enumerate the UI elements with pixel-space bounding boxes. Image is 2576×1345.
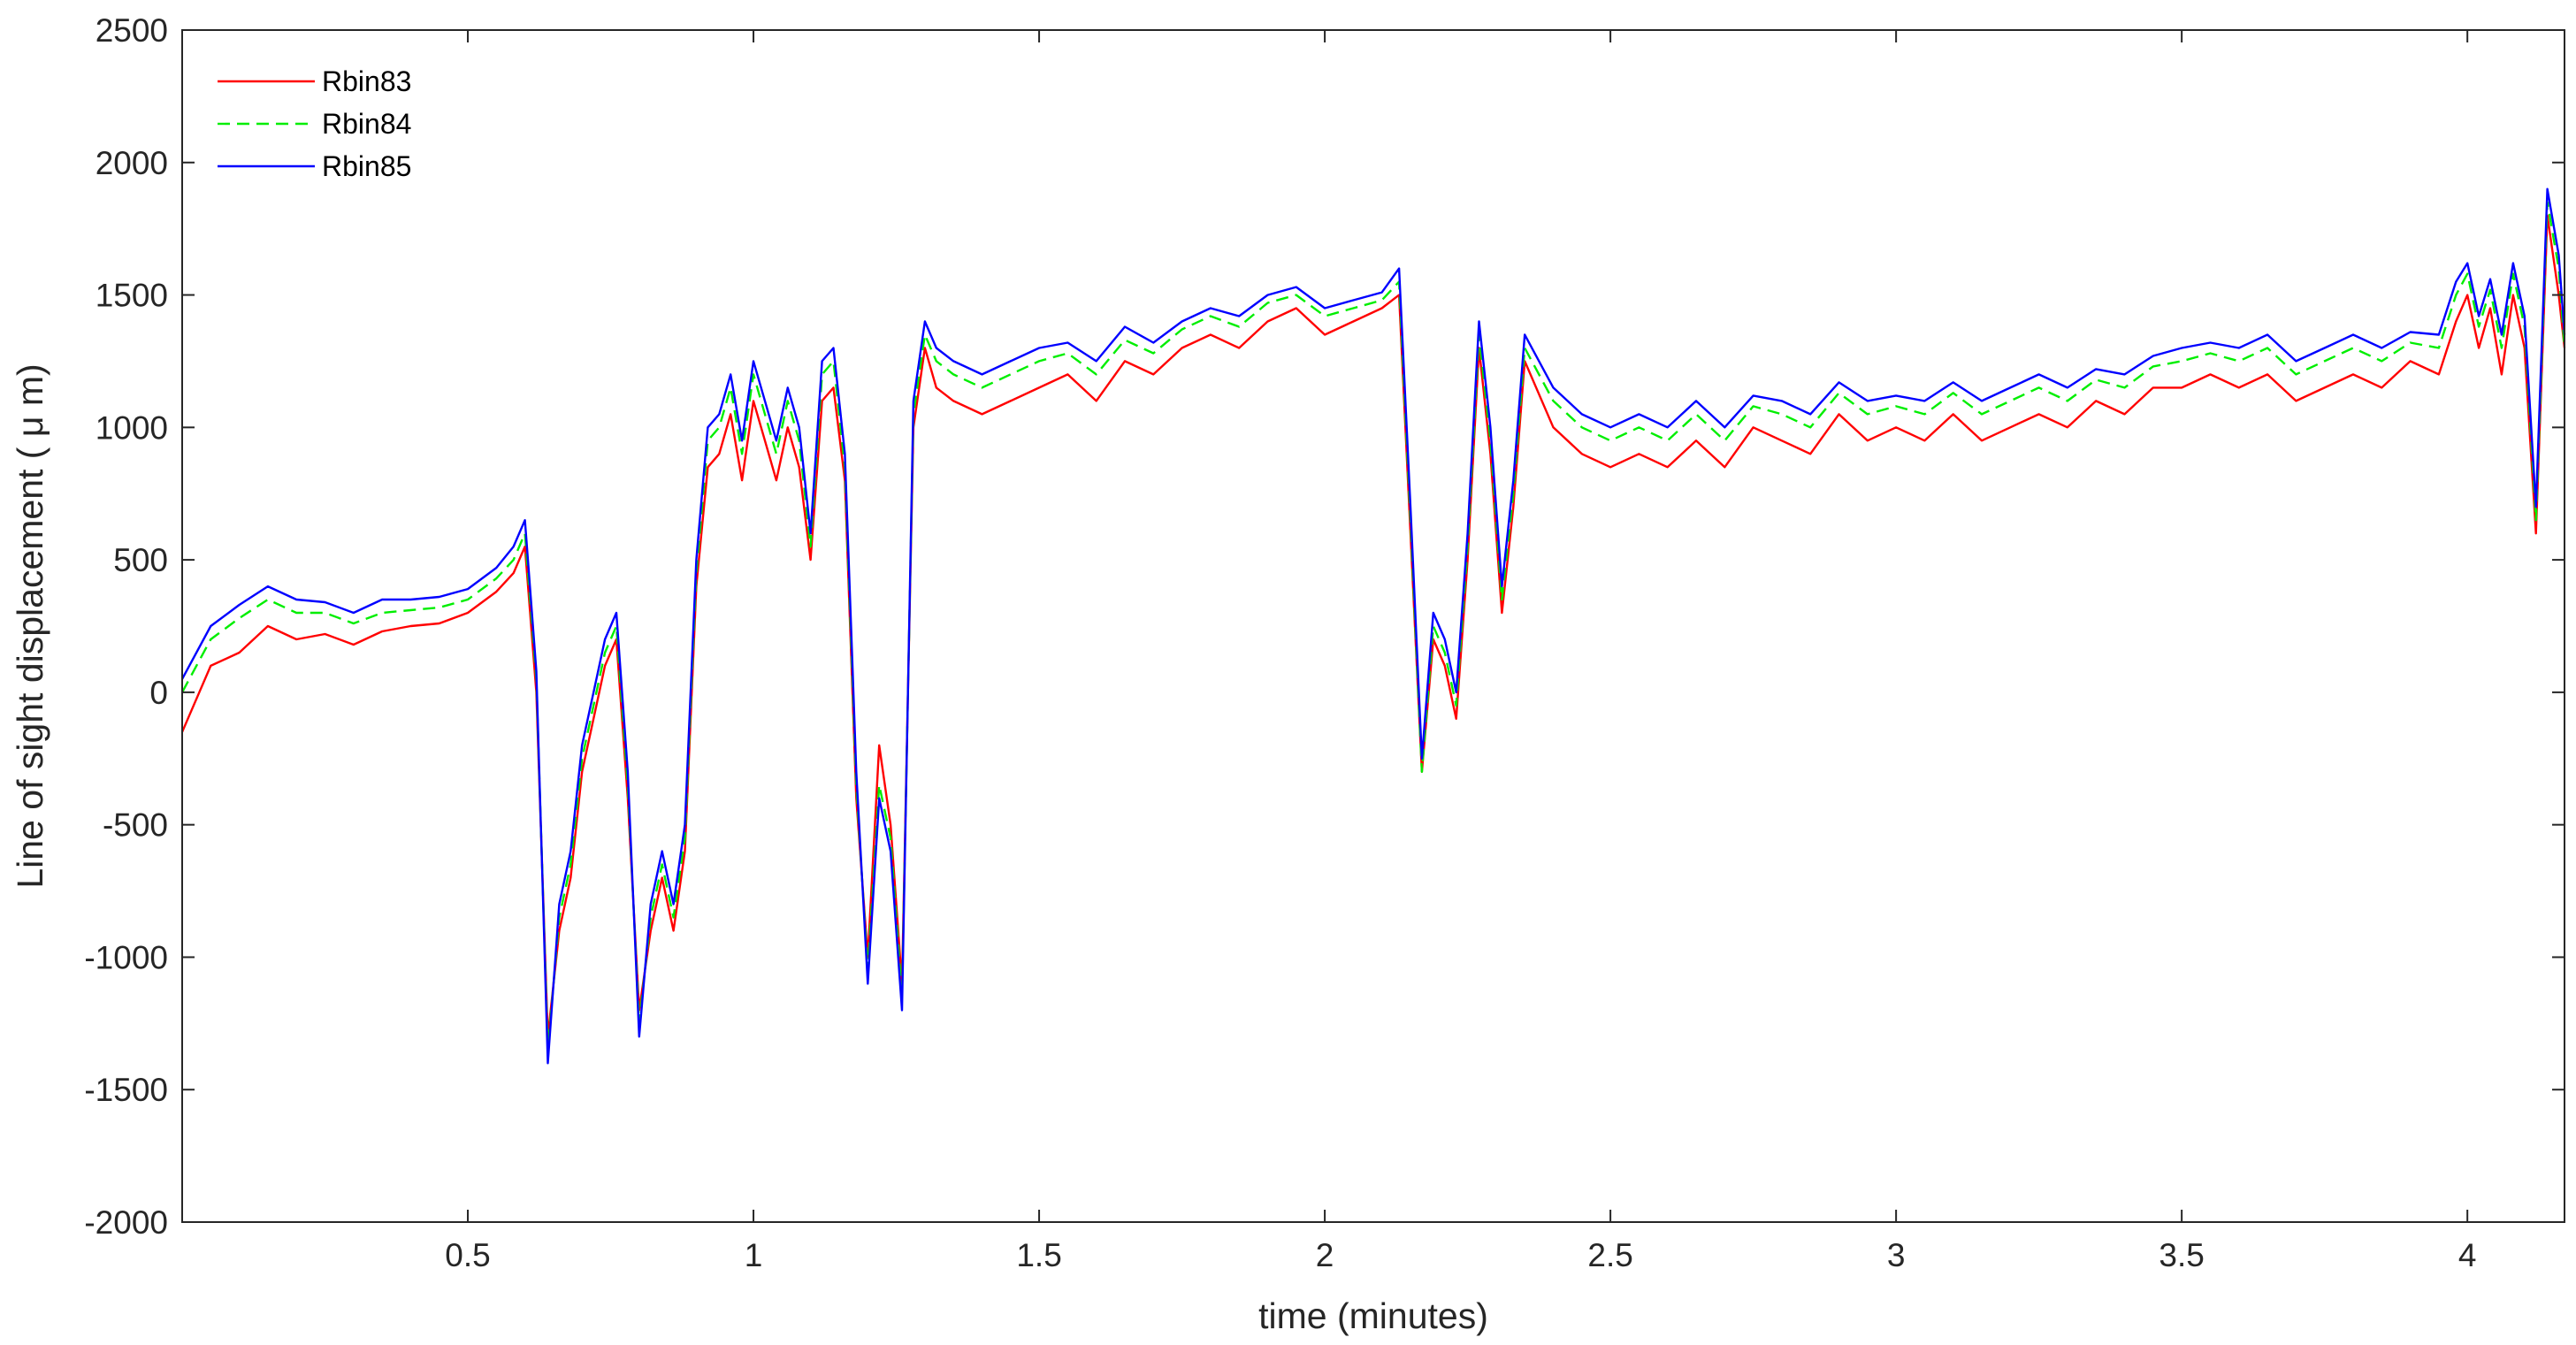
x-tick-label: 0.5: [445, 1237, 490, 1273]
y-tick-label: -1000: [84, 939, 168, 975]
x-axis-label: time (minutes): [1258, 1295, 1488, 1336]
x-axis-ticks: 0.5 1 1.5 2 2.5 3 3.5 4: [445, 30, 2476, 1273]
y-tick-label: -500: [103, 807, 168, 844]
x-tick-label: 1: [745, 1237, 763, 1273]
plot-area-frame: [181, 29, 2565, 1223]
y-tick-label: 2000: [96, 145, 168, 181]
y-tick-label: -1500: [84, 1072, 168, 1108]
y-tick-label: 2500: [96, 12, 168, 49]
y-tick-label: 0: [149, 675, 168, 711]
x-tick-label: 1.5: [1016, 1237, 1061, 1273]
legend-label-rbin85: Rbin85: [322, 150, 411, 182]
x-tick-label: 4: [2458, 1237, 2477, 1273]
series-line-rbin83: [180, 214, 2566, 1038]
y-tick-label: -2000: [84, 1204, 168, 1241]
x-tick-label: 2: [1316, 1237, 1334, 1273]
legend-label-rbin83: Rbin83: [322, 65, 411, 97]
legend: Rbin83 Rbin84 Rbin85: [218, 65, 411, 182]
y-tick-label: 1000: [96, 409, 168, 446]
series-line-rbin85: [180, 187, 2566, 1065]
y-tick-label: 1500: [96, 278, 168, 314]
y-tick-label: 500: [113, 542, 168, 578]
x-tick-label: 2.5: [1587, 1237, 1632, 1273]
legend-label-rbin84: Rbin84: [322, 108, 411, 140]
x-tick-label: 3.5: [2159, 1237, 2204, 1273]
x-tick-label: 3: [1887, 1237, 1906, 1273]
series-line-rbin84: [180, 201, 2566, 1051]
series-layer: [180, 187, 2566, 1065]
y-axis-ticks: -2000 -1500 -1000 -500 0 500 1000 1500 2000 2500: [84, 12, 2565, 1241]
y-axis-label: Line of sight displacement ( μ m): [10, 363, 50, 888]
